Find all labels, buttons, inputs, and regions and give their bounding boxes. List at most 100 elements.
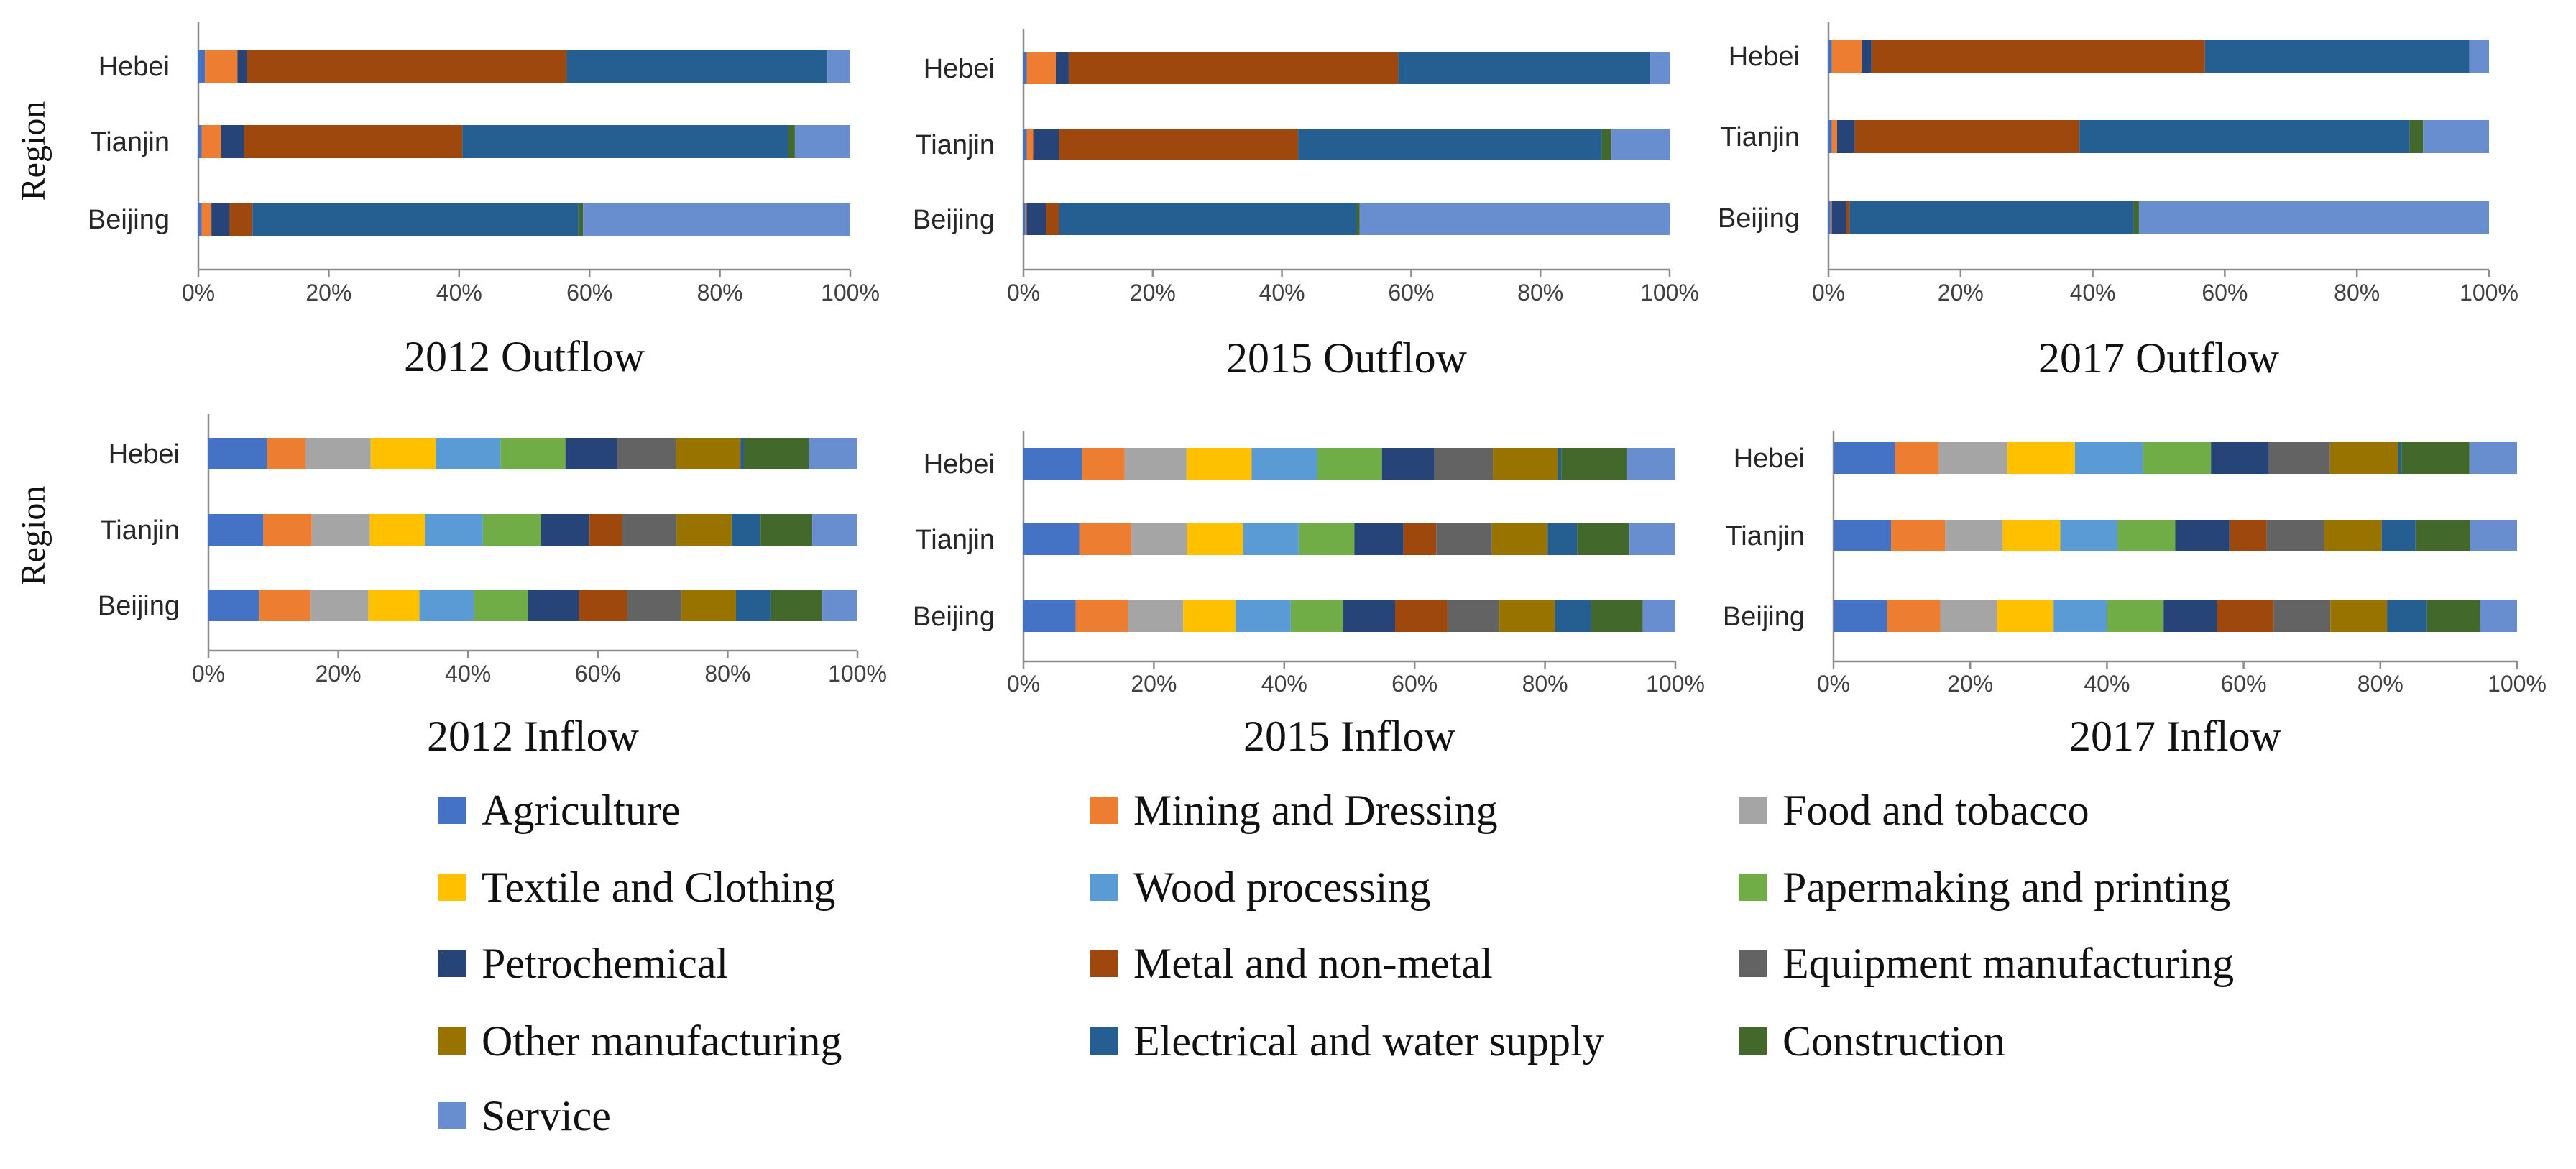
bar-segment: Beijing - Metal and non-metal <box>2217 600 2274 632</box>
category-label: Beijing <box>1723 602 1805 632</box>
bar-segment: Beijing - Mining and Dressing <box>259 590 311 621</box>
chart-title: 2012 Inflow <box>427 712 640 760</box>
bar-segment: Hebei - Petrochemical <box>1381 448 1435 480</box>
bar-segment: Beijing - Wood processing <box>2053 600 2107 632</box>
x-tick-label: 80% <box>704 661 750 687</box>
bar-segment: Hebei - Textile and Clothing <box>1186 448 1252 480</box>
bar-segment: Tianjin - Equipment manufacturing <box>1436 523 1492 555</box>
bar-segment: Hebei - Service <box>1650 52 1670 84</box>
bar-segment: Hebei - Construction <box>743 438 809 469</box>
category-label: Beijing <box>913 602 995 632</box>
bar-segment: Tianjin - Metal and non-metal <box>244 125 463 158</box>
bar-segment: Beijing - Construction <box>1356 203 1360 235</box>
bar-segment: Hebei - Wood processing <box>2074 442 2143 474</box>
bar-segment: Tianjin - Textile and Clothing <box>2002 520 2061 551</box>
bar-segment: Tianjin - Mining and Dressing <box>263 514 312 546</box>
bar-segment: Tianjin - Service <box>1629 523 1675 555</box>
x-tick-label: 60% <box>1388 280 1434 306</box>
bar-segment: Hebei - Mining and Dressing <box>205 50 238 83</box>
bar-segment: Hebei - Textile and Clothing <box>370 438 436 469</box>
x-tick-label: 100% <box>1646 671 1705 697</box>
bar-segment: Tianjin - Metal and non-metal <box>2229 520 2267 551</box>
bar-segment: Hebei - Papermaking and printing <box>2143 442 2212 474</box>
bar-segment: Hebei - Petrochemical <box>2211 442 2269 474</box>
bar-segment: Hebei - Equipment manufacturing <box>2268 442 2330 474</box>
bar-segment: Hebei - Agriculture <box>198 50 206 83</box>
category-label: Hebei <box>924 449 995 480</box>
bar-segment: Beijing - Petrochemical <box>1026 203 1046 235</box>
bar-segment: Beijing - Equipment manufacturing <box>2273 600 2331 632</box>
bar-segment: Beijing - Agriculture <box>1024 203 1026 235</box>
bar-segment: Beijing - Construction <box>2133 201 2139 234</box>
bar-segment: Beijing - Other manufacturing <box>2330 600 2388 632</box>
bar-segment: Beijing - Electrical and water supply <box>735 590 771 621</box>
bar-segment: Hebei - Equipment manufacturing <box>617 438 676 469</box>
x-tick-label: 20% <box>1131 671 1177 697</box>
bar-segment: Hebei - Electrical and water supply <box>1398 52 1651 84</box>
x-tick-label: 100% <box>821 280 880 306</box>
category-label: Hebei <box>1729 42 1800 72</box>
bar-segment: Tianjin - Petrochemical <box>540 514 590 546</box>
bar-segment: Tianjin - Equipment manufacturing <box>2266 520 2324 551</box>
bar-segment: Tianjin - Agriculture <box>1024 523 1080 555</box>
bar-segment: Beijing - Construction <box>1591 600 1643 632</box>
bar-segment: Beijing - Metal and non-metal <box>579 590 627 621</box>
bar-segment: Tianjin - Electrical and water supply <box>1298 129 1602 160</box>
bar-segment: Beijing - Service <box>583 203 850 236</box>
bar-segment: Beijing - Mining and Dressing <box>201 203 212 236</box>
chart-title: 2012 Outflow <box>404 333 645 380</box>
x-tick-label: 80% <box>1517 280 1563 306</box>
bar-segment: Tianjin - Electrical and water supply <box>462 125 788 158</box>
bar-segment: Hebei - Electrical and water supply <box>740 438 744 469</box>
bar-segment: Hebei - Service <box>2469 442 2517 474</box>
chart-panel-4: 0% 20% 40% 60% 80% 100% Hebei Hebei - Agricultu… <box>14 414 887 760</box>
x-tick-label: 40% <box>1261 671 1307 697</box>
bar-segment: Tianjin - Electrical and water supply <box>2381 520 2416 551</box>
bar-segment: Tianjin - Electrical and water supply <box>1547 523 1578 555</box>
category-label: Tianjin <box>90 127 170 157</box>
category-label: Tianjin <box>915 130 995 160</box>
bar-segment: Beijing - Electrical and water supply <box>1849 201 2134 234</box>
bar-segment: Tianjin - Construction <box>788 125 795 158</box>
bar-segment: Beijing - Agriculture <box>1024 600 1076 632</box>
bar-segment: Tianjin - Petrochemical <box>2175 520 2230 551</box>
bar-segment: Beijing - Mining and Dressing <box>1830 201 1832 234</box>
x-tick-label: 0% <box>1007 671 1040 697</box>
bar-segment: Tianjin - Mining and Dressing <box>1891 520 1946 551</box>
bar-segment: Beijing - Metal and non-metal <box>1846 201 1850 234</box>
bar-segment: Beijing - Metal and non-metal <box>229 203 253 236</box>
x-tick-label: 0% <box>1007 280 1040 306</box>
x-tick-label: 100% <box>1640 280 1699 306</box>
chart-panel-1: 0% 20% 40% 60% 80% 100% Hebei Hebei - Agricultu… <box>14 22 880 380</box>
bar-segment: Hebei - Electrical and water supply <box>2398 442 2402 474</box>
x-tick-label: 60% <box>1392 671 1438 697</box>
bar-segment: Beijing - Papermaking and printing <box>1290 600 1343 632</box>
bar-segment: Tianjin - Papermaking and printing <box>482 514 541 546</box>
x-tick-label: 60% <box>2202 280 2248 306</box>
bar-segment: Tianjin - Food and tobacco <box>1131 523 1187 555</box>
x-tick-label: 0% <box>1817 671 1850 697</box>
bar-segment: Beijing - Construction <box>770 590 823 621</box>
bar-segment: Hebei - Equipment manufacturing <box>1434 448 1494 480</box>
bar-segment: Beijing - Service <box>822 590 857 621</box>
bar-segment: Beijing - Mining and Dressing <box>1887 600 1941 632</box>
bar-segment: Hebei - Mining and Dressing <box>1895 442 1939 474</box>
y-axis-label: Region <box>14 101 52 201</box>
bar-segment: Tianjin - Mining and Dressing <box>1079 523 1132 555</box>
bar-segment: Hebei - Agriculture <box>1024 448 1082 480</box>
bar-segment: Beijing - Mining and Dressing <box>1025 203 1027 235</box>
bar-segment: Tianjin - Agriculture <box>1024 129 1027 160</box>
category-label: Beijing <box>1718 203 1800 234</box>
x-tick-label: 20% <box>316 661 362 687</box>
bar-segment: Hebei - Mining and Dressing <box>267 438 306 469</box>
bar-segment: Tianjin - Food and tobacco <box>311 514 370 546</box>
bar-segment: Tianjin - Petrochemical <box>1033 129 1059 160</box>
y-axis-label: Region <box>14 486 52 586</box>
category-label: Tianjin <box>915 525 995 555</box>
x-tick-label: 40% <box>436 280 482 306</box>
bar-segment: Tianjin - Metal and non-metal <box>1403 523 1437 555</box>
bar-segment: Hebei - Metal and non-metal <box>1871 40 2205 73</box>
bar-segment: Beijing - Wood processing <box>1235 600 1291 632</box>
bar-segment: Tianjin - Mining and Dressing <box>201 125 221 158</box>
